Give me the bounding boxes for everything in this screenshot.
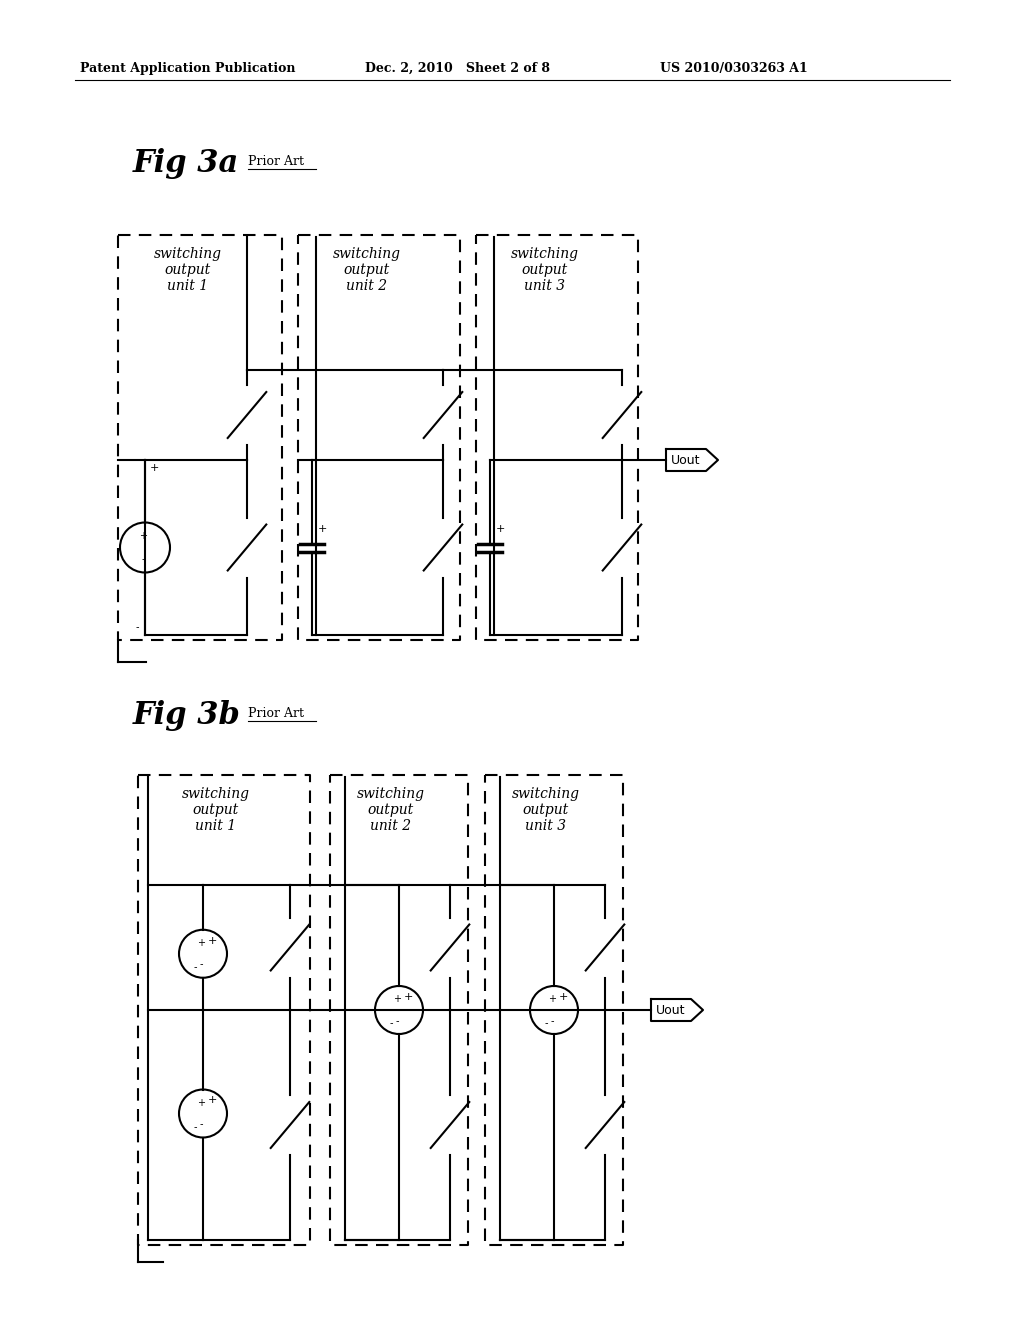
Text: +: + [548, 994, 556, 1005]
Text: -: - [200, 1119, 203, 1130]
Text: +: + [207, 1096, 217, 1105]
Text: +: + [558, 991, 567, 1002]
Text: -: - [550, 1016, 554, 1026]
Text: switching
output
unit 3: switching output unit 3 [511, 247, 579, 293]
Text: Uout: Uout [656, 1003, 685, 1016]
Text: -: - [194, 1122, 197, 1131]
Text: -: - [141, 554, 144, 564]
Text: +: + [403, 991, 413, 1002]
Text: US 2010/0303263 A1: US 2010/0303263 A1 [660, 62, 808, 75]
Text: Prior Art: Prior Art [248, 154, 304, 168]
Text: -: - [544, 1018, 548, 1028]
Text: -: - [200, 960, 203, 970]
Text: +: + [393, 994, 401, 1005]
Text: Dec. 2, 2010   Sheet 2 of 8: Dec. 2, 2010 Sheet 2 of 8 [365, 62, 550, 75]
Text: Fig 3b: Fig 3b [133, 700, 241, 731]
Text: switching
output
unit 1: switching output unit 1 [154, 247, 222, 293]
Text: Uout: Uout [671, 454, 700, 466]
Text: switching
output
unit 1: switching output unit 1 [182, 787, 250, 833]
Text: +: + [197, 939, 205, 948]
Text: -: - [194, 962, 197, 972]
Text: switching
output
unit 2: switching output unit 2 [333, 247, 401, 293]
Text: -: - [135, 622, 138, 632]
Text: -: - [389, 1018, 393, 1028]
Text: Prior Art: Prior Art [248, 708, 304, 719]
Text: Patent Application Publication: Patent Application Publication [80, 62, 296, 75]
Text: -: - [395, 1016, 398, 1026]
Text: +: + [197, 1098, 205, 1107]
Text: switching
output
unit 3: switching output unit 3 [512, 787, 580, 833]
Text: +: + [317, 524, 327, 535]
Text: +: + [207, 936, 217, 945]
Text: switching
output
unit 2: switching output unit 2 [357, 787, 425, 833]
Text: +: + [150, 463, 159, 473]
Text: Fig 3a: Fig 3a [133, 148, 240, 180]
Text: +: + [496, 524, 505, 535]
Text: +: + [139, 531, 147, 541]
